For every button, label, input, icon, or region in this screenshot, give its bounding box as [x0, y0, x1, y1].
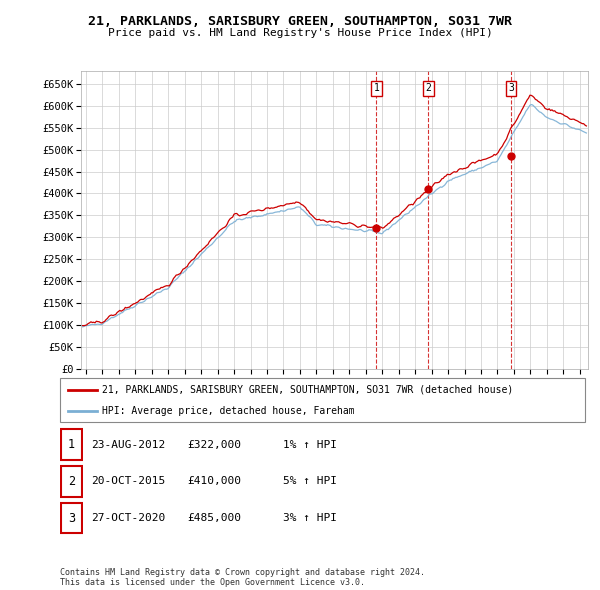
- FancyBboxPatch shape: [61, 466, 82, 497]
- Text: 27-OCT-2020: 27-OCT-2020: [91, 513, 166, 523]
- Text: 21, PARKLANDS, SARISBURY GREEN, SOUTHAMPTON, SO31 7WR (detached house): 21, PARKLANDS, SARISBURY GREEN, SOUTHAMP…: [102, 385, 513, 395]
- Text: HPI: Average price, detached house, Fareham: HPI: Average price, detached house, Fare…: [102, 406, 355, 416]
- Text: Contains HM Land Registry data © Crown copyright and database right 2024.
This d: Contains HM Land Registry data © Crown c…: [60, 568, 425, 587]
- Text: 1: 1: [68, 438, 75, 451]
- FancyBboxPatch shape: [61, 430, 82, 460]
- Text: 2: 2: [68, 475, 75, 488]
- Text: 21, PARKLANDS, SARISBURY GREEN, SOUTHAMPTON, SO31 7WR: 21, PARKLANDS, SARISBURY GREEN, SOUTHAMP…: [88, 15, 512, 28]
- Text: £485,000: £485,000: [187, 513, 241, 523]
- Text: £410,000: £410,000: [187, 477, 241, 486]
- Text: 2: 2: [425, 83, 431, 93]
- Text: £322,000: £322,000: [187, 440, 241, 450]
- Text: 1: 1: [373, 83, 379, 93]
- Text: 1% ↑ HPI: 1% ↑ HPI: [283, 440, 337, 450]
- FancyBboxPatch shape: [60, 378, 585, 422]
- Text: Price paid vs. HM Land Registry's House Price Index (HPI): Price paid vs. HM Land Registry's House …: [107, 28, 493, 38]
- Text: 3: 3: [508, 83, 514, 93]
- Text: 5% ↑ HPI: 5% ↑ HPI: [283, 477, 337, 486]
- Text: 3: 3: [68, 512, 75, 525]
- Text: 3% ↑ HPI: 3% ↑ HPI: [283, 513, 337, 523]
- Text: 20-OCT-2015: 20-OCT-2015: [91, 477, 166, 486]
- Text: 23-AUG-2012: 23-AUG-2012: [91, 440, 166, 450]
- FancyBboxPatch shape: [61, 503, 82, 533]
